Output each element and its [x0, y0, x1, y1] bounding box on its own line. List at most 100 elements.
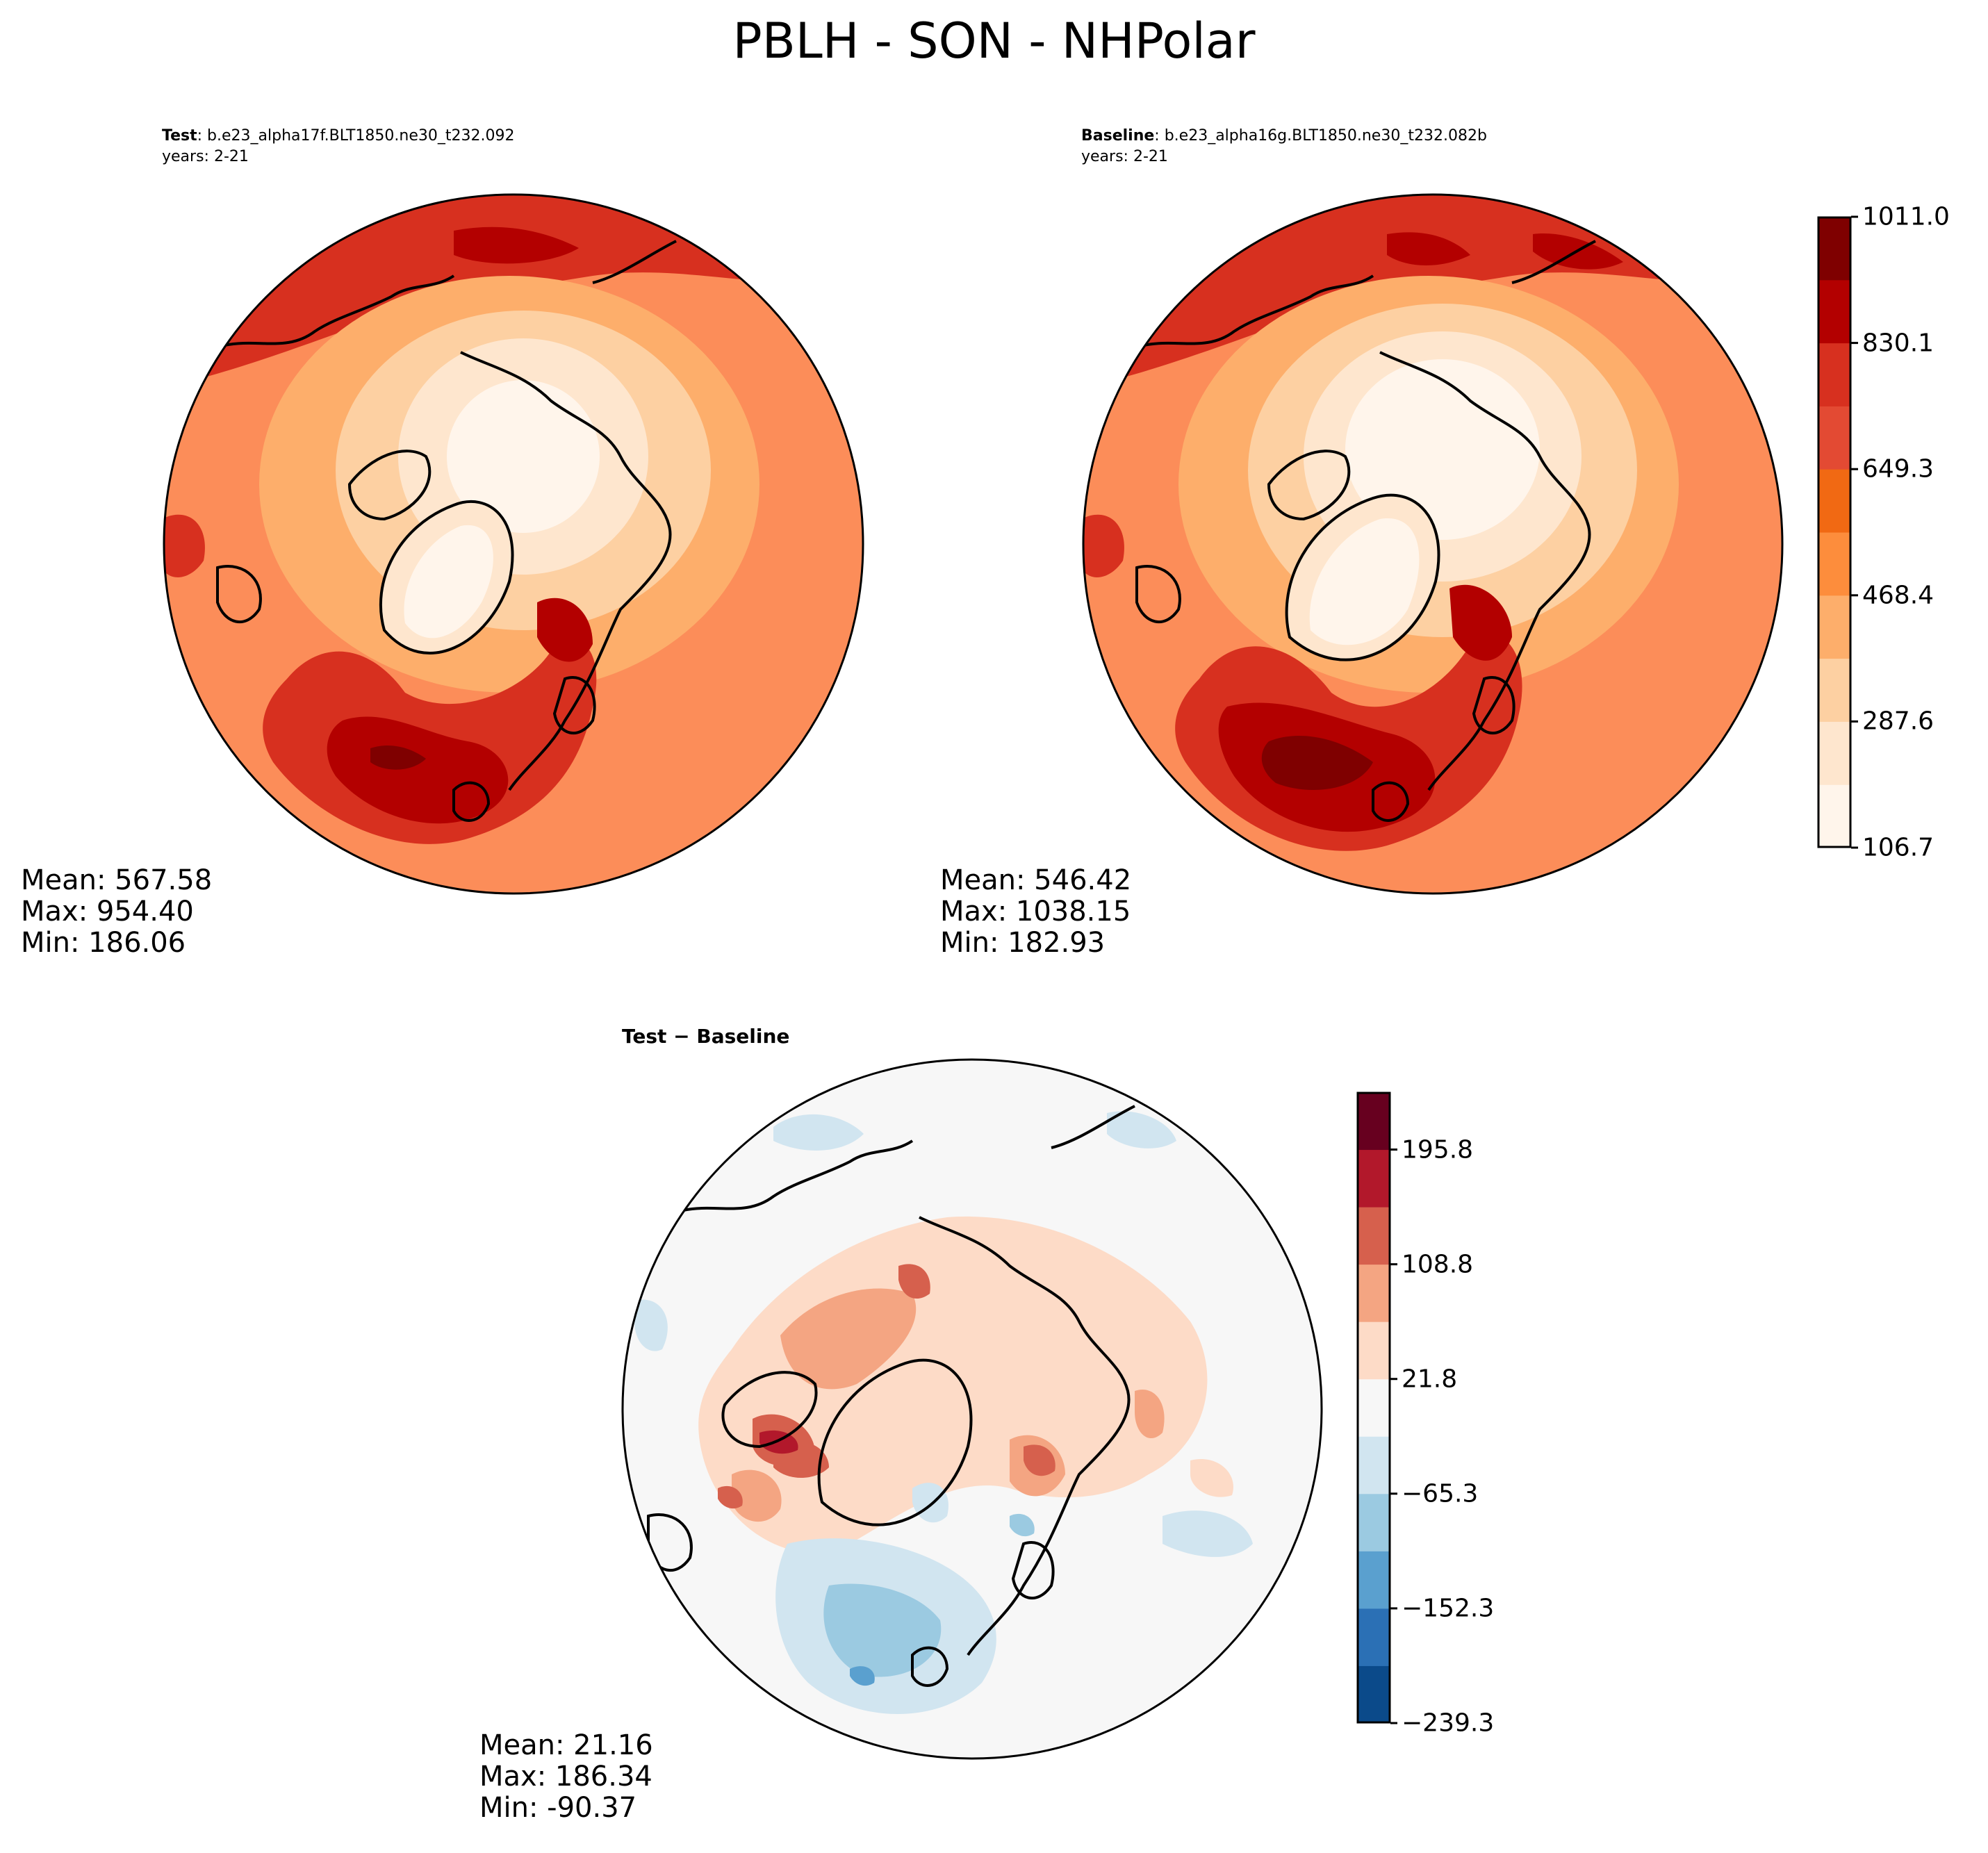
test-coastline: [216, 565, 262, 624]
diff-colorbar-swatch: [1357, 1378, 1390, 1437]
diff-coastline: [817, 1358, 973, 1526]
main-colorbar-tick-label: 106.7: [1862, 833, 1934, 862]
test-field-band: [537, 598, 593, 662]
diff-field-band: [1107, 1111, 1176, 1148]
main-colorbar-swatch: [1818, 406, 1851, 470]
test-mean: Mean: 567.58: [21, 864, 213, 896]
diff-colorbar-swatch: [1357, 1092, 1390, 1151]
test-field-band: [454, 227, 579, 264]
main-colorbar-tick-label: 830.1: [1862, 329, 1934, 358]
main-colorbar-frame: [1817, 216, 1852, 848]
diff-field-band: [1135, 1390, 1165, 1439]
diff-min: Min: -90.37: [479, 1792, 637, 1824]
diff-colorbar-tick-label: −239.3: [1402, 1708, 1495, 1738]
diff-colorbar-swatch: [1357, 1321, 1390, 1380]
diff-colorbar-swatch: [1357, 1264, 1390, 1322]
test-min: Min: 186.06: [21, 927, 186, 959]
test-field-band: [327, 716, 509, 824]
test-panel-title: Test: b.e23_alpha17f.BLT1850.ne30_t232.0…: [162, 126, 514, 146]
test-polar-map: [163, 193, 864, 895]
test-coastline: [552, 676, 596, 735]
baseline-panel-title: Baseline: b.e23_alpha16g.BLT1850.ne30_t2…: [1081, 126, 1487, 146]
main-colorbar-tick-label: 1011.0: [1862, 202, 1950, 231]
diff-colorbar-tick-label: −152.3: [1402, 1594, 1495, 1623]
diff-field-band: [773, 1114, 864, 1151]
main-colorbar-swatch: [1818, 721, 1851, 785]
test-coastline: [379, 500, 514, 654]
diff-colorbar-swatch: [1357, 1551, 1390, 1609]
test-coastline: [452, 781, 491, 822]
figure-title: PBLH - SON - NHPolar: [732, 13, 1256, 69]
baseline-field-band: [1387, 232, 1470, 265]
test-field-band: [164, 514, 205, 577]
baseline-field-band: [1449, 584, 1512, 661]
diff-field-band: [850, 1666, 875, 1686]
diff-colorbar-swatch: [1357, 1493, 1390, 1551]
test-field-band: [447, 380, 600, 533]
baseline-coastline: [1472, 676, 1515, 735]
diff-colorbar-frame: [1356, 1092, 1391, 1724]
baseline-max: Max: 1038.15: [940, 896, 1131, 928]
diff-stats: Mean: 21.16 Max: 186.34 Min: -90.37: [479, 1730, 653, 1824]
baseline-min: Min: 182.93: [940, 927, 1106, 959]
test-label: Test: [162, 127, 197, 145]
main-colorbar-tick-label: 649.3: [1862, 454, 1934, 484]
diff-panel-title: Test − Baseline: [622, 1025, 790, 1048]
diff-colorbar-tick-label: −65.3: [1402, 1479, 1479, 1508]
test-stats: Mean: 567.58 Max: 954.40 Min: 186.06: [21, 865, 212, 959]
diff-coastline: [911, 1646, 949, 1687]
diff-polar-map: [621, 1058, 1323, 1760]
main-colorbar-swatch: [1818, 658, 1851, 722]
diff-max: Max: 186.34: [479, 1761, 652, 1793]
baseline-field-band: [1309, 518, 1420, 645]
test-field-band: [404, 525, 493, 639]
diff-field-band: [898, 1264, 930, 1299]
main-colorbar-swatch: [1818, 532, 1851, 596]
diff-field-band: [1190, 1459, 1233, 1497]
baseline-case-name: : b.e23_alpha16g.BLT1850.ne30_t232.082b: [1154, 127, 1487, 145]
main-colorbar-swatch: [1818, 595, 1851, 659]
diff-mean: Mean: 21.16: [479, 1729, 653, 1761]
baseline-coastline: [1372, 781, 1410, 822]
baseline-field-band: [1083, 514, 1124, 577]
main-colorbar-swatch: [1818, 469, 1851, 533]
diff-colorbar-swatch: [1357, 1665, 1390, 1724]
diff-field-band: [780, 1288, 917, 1390]
diff-colorbar-swatch: [1357, 1149, 1390, 1208]
diff-colorbar-swatch: [1357, 1436, 1390, 1494]
test-map-boundary: [163, 193, 864, 895]
diff-field-band: [718, 1485, 743, 1509]
baseline-map-boundary: [1082, 193, 1784, 895]
main-colorbar-swatch: [1818, 784, 1851, 848]
baseline-field-band: [1261, 735, 1373, 790]
diff-field-band: [1010, 1513, 1035, 1537]
main-colorbar-tick-label: 287.6: [1862, 707, 1934, 736]
baseline-coastline: [1285, 493, 1440, 661]
diff-colorbar-tick-label: 21.8: [1402, 1365, 1458, 1394]
diff-colorbar-tick-label: 108.8: [1402, 1250, 1474, 1279]
diff-colorbar-swatch: [1357, 1207, 1390, 1265]
diff-colorbar: [1356, 1092, 1397, 1724]
test-max: Max: 954.40: [21, 896, 194, 928]
baseline-coastline: [1143, 240, 1596, 791]
test-coastline: [347, 450, 432, 521]
test-years: years: 2-21: [162, 148, 249, 165]
diff-coastline: [721, 1371, 818, 1449]
diff-field-band: [1024, 1444, 1055, 1476]
diff-map-boundary: [621, 1058, 1323, 1760]
baseline-mean: Mean: 546.42: [940, 864, 1132, 896]
main-colorbar-tick-label: 468.4: [1862, 581, 1934, 610]
baseline-years: years: 2-21: [1081, 148, 1168, 165]
diff-field-band: [823, 1583, 942, 1677]
main-colorbar-swatch: [1818, 279, 1851, 344]
diff-field-band: [732, 1469, 782, 1522]
diff-field-band: [634, 1299, 668, 1351]
test-case-name: : b.e23_alpha17f.BLT1850.ne30_t232.092: [197, 127, 515, 145]
diff-colorbar-tick-label: 195.8: [1402, 1135, 1474, 1164]
test-coastline: [224, 240, 677, 791]
baseline-coastline: [1135, 565, 1181, 624]
main-colorbar-swatch: [1818, 343, 1851, 406]
diff-field-band: [1163, 1510, 1253, 1557]
baseline-coastline: [1267, 450, 1351, 521]
diff-coastline: [682, 1105, 1135, 1656]
